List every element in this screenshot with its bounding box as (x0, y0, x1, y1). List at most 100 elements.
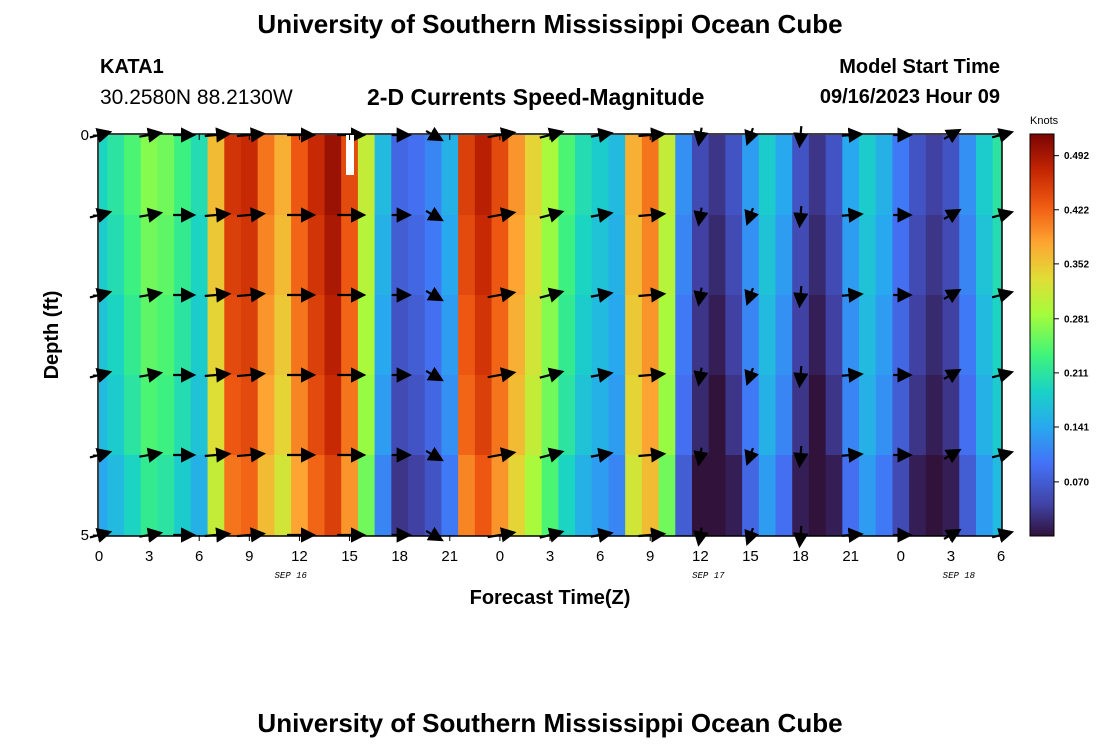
heatmap-cell (508, 375, 526, 456)
heatmap-cell (875, 135, 894, 216)
heatmap-cell (441, 135, 459, 216)
heatmap-cell (808, 455, 827, 536)
heatmap-cell (474, 135, 493, 216)
heatmap-cell (591, 375, 610, 456)
current-vector (793, 206, 809, 229)
heatmap-cell (207, 135, 225, 216)
current-vector (487, 207, 517, 223)
heatmap-cell (708, 375, 726, 456)
heatmap-cell (458, 295, 476, 376)
heatmap-cell (691, 455, 710, 536)
heatmap-cell (608, 455, 626, 536)
heatmap-cell (441, 375, 459, 456)
heatmap-cell (892, 455, 910, 536)
heatmap-cell (992, 135, 1002, 216)
heatmap-cell (424, 135, 443, 216)
colorbar-label: Knots (1030, 115, 1059, 127)
current-vector (841, 447, 864, 463)
heatmap-cell (641, 135, 660, 216)
heatmap-cell (474, 295, 493, 376)
heatmap-cell (190, 295, 209, 376)
heatmap-cell (625, 135, 643, 216)
heatmap-cell (240, 375, 259, 456)
heatmap-cell (875, 295, 894, 376)
heatmap-cell (240, 135, 259, 216)
heatmap-cell (174, 215, 192, 296)
current-vector (539, 207, 565, 223)
heatmap-cell (842, 215, 860, 296)
heatmap-cell (792, 455, 810, 536)
current-vector (487, 287, 517, 303)
heatmap-cell (825, 295, 843, 376)
heatmap-cell (575, 135, 593, 216)
x-tick-label: 21 (441, 548, 458, 565)
heatmap-cell (257, 295, 275, 376)
colorbar-tick-label: 0.422 (1064, 205, 1089, 216)
heatmap-cell (307, 375, 326, 456)
heatmap-cell (641, 295, 660, 376)
heatmap-cell (675, 375, 693, 456)
x-axis-label: Forecast Time(Z) (470, 587, 631, 609)
heatmap-cell (558, 455, 576, 536)
x-tick-label: 18 (391, 548, 408, 565)
heatmap-cell (675, 455, 693, 536)
current-vector (943, 368, 962, 384)
heatmap-cell (725, 295, 743, 376)
heatmap-cell (291, 375, 309, 456)
current-vector (793, 286, 809, 309)
heatmap-cell (691, 135, 710, 216)
current-vector (744, 367, 759, 387)
heatmap-cell (758, 135, 777, 216)
data-gap-marker (346, 135, 354, 175)
heatmap-cell (725, 455, 743, 536)
heatmap-cell (775, 455, 793, 536)
current-vector (744, 287, 759, 307)
current-vector (638, 287, 667, 303)
heatmap-cell (257, 375, 275, 456)
current-vector (693, 447, 709, 467)
heatmap-cell (174, 375, 192, 456)
heatmap-cell (357, 135, 376, 216)
heatmap-cell (591, 135, 610, 216)
heatmap-cell (174, 455, 192, 536)
heatmap-cell (124, 455, 142, 536)
heatmap-cell (391, 135, 409, 216)
heatmap-cell (959, 135, 977, 216)
heatmap-cell (99, 295, 108, 376)
heatmap-cell (658, 295, 676, 376)
heatmap-cell (641, 375, 660, 456)
colorbar-gradient (1029, 133, 1055, 537)
heatmap-cell (992, 215, 1002, 296)
heatmap-cell (792, 375, 810, 456)
x-axis: 0 3 6 9 12 15 18 21 0 3 6 9 12 15 18 21 0 3 6 SEP 16 SEP 17 S… (95, 134, 1005, 581)
heatmap-cell (675, 215, 693, 296)
x-tick-label: 3 (145, 548, 153, 565)
heatmap-cell (157, 215, 175, 296)
heatmap-cell (124, 375, 142, 456)
current-vector (590, 207, 614, 223)
heatmap-cell (357, 295, 376, 376)
heatmap-cell (157, 135, 175, 216)
heatmap-cell (508, 295, 526, 376)
heatmap-cell (641, 215, 660, 296)
heatmap-cell (274, 135, 292, 216)
heatmap-cell (441, 295, 459, 376)
x-tick-label: 6 (195, 548, 203, 565)
heatmap-cell (658, 375, 676, 456)
current-vector (744, 447, 759, 467)
heatmap-cell (825, 135, 843, 216)
heatmap-cell (140, 135, 159, 216)
current-vector (487, 447, 517, 463)
heatmap-cell (892, 135, 910, 216)
heatmap-cell (140, 375, 159, 456)
heatmap-cell (207, 455, 225, 536)
footer-title: University of Southern Mississippi Ocean… (257, 708, 843, 738)
x-tick-label: 6 (596, 548, 604, 565)
current-vector (236, 287, 267, 303)
heatmap-cell (808, 215, 827, 296)
heatmap-cell (99, 455, 108, 536)
heatmap-cell (508, 455, 526, 536)
heatmap-cell (641, 455, 660, 536)
heatmap-cell (207, 295, 225, 376)
